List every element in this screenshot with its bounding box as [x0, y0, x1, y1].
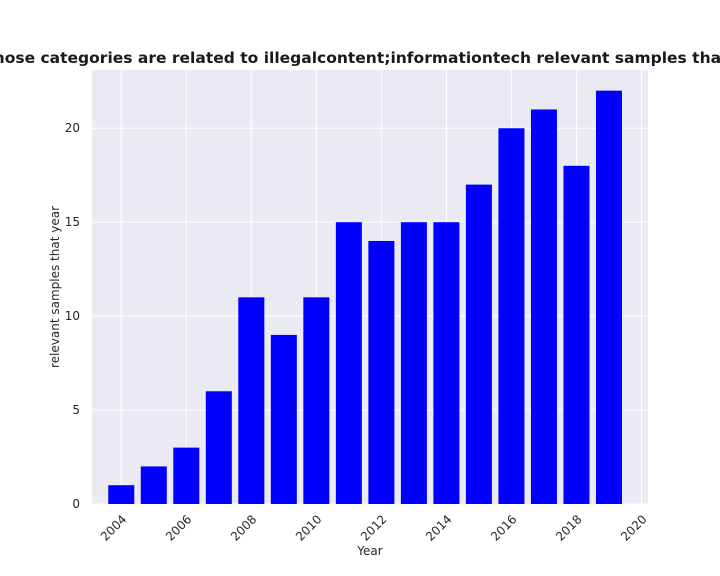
bar-2018	[563, 165, 590, 504]
y-tick-label: 0	[72, 497, 80, 511]
bar-2013	[400, 222, 427, 504]
bars	[108, 90, 622, 505]
chart-title: Number of samples whose categories are r…	[0, 49, 720, 67]
bar-2010	[303, 297, 330, 504]
x-tick-label: 2020	[618, 512, 649, 543]
bar-2016	[498, 128, 525, 504]
bar-2019	[595, 90, 622, 505]
y-tick-label: 10	[65, 309, 80, 323]
bar-2005	[140, 466, 167, 504]
x-axis-ticks: 2004 2006 2008 2010 2012 2014 2016 2018 2020	[98, 512, 650, 543]
y-tick-label: 15	[65, 215, 80, 229]
y-tick-label: 5	[72, 403, 80, 417]
bar-2011	[335, 222, 362, 504]
bar-2014	[433, 222, 460, 504]
bar-2009	[270, 334, 297, 504]
bar-2006	[173, 447, 200, 504]
x-axis-label: Year	[356, 544, 382, 558]
bar-2012	[368, 240, 395, 504]
y-tick-label: 20	[65, 121, 80, 135]
x-tick-label: 2018	[553, 512, 584, 543]
x-tick-label: 2010	[293, 512, 324, 543]
x-tick-label: 2016	[488, 512, 519, 543]
bar-2017	[530, 109, 557, 505]
x-tick-label: 2012	[358, 512, 389, 543]
y-axis-ticks: 0 5 10 15 20	[65, 121, 80, 511]
x-tick-label: 2008	[228, 512, 259, 543]
bar-2004	[108, 485, 135, 504]
bar-2015	[465, 184, 492, 504]
x-tick-label: 2004	[98, 512, 129, 543]
bar-2007	[205, 391, 232, 504]
y-axis-label: relevant samples that year	[48, 206, 62, 368]
x-tick-label: 2006	[163, 512, 194, 543]
bar-2008	[238, 297, 265, 504]
x-tick-label: 2014	[423, 512, 454, 543]
